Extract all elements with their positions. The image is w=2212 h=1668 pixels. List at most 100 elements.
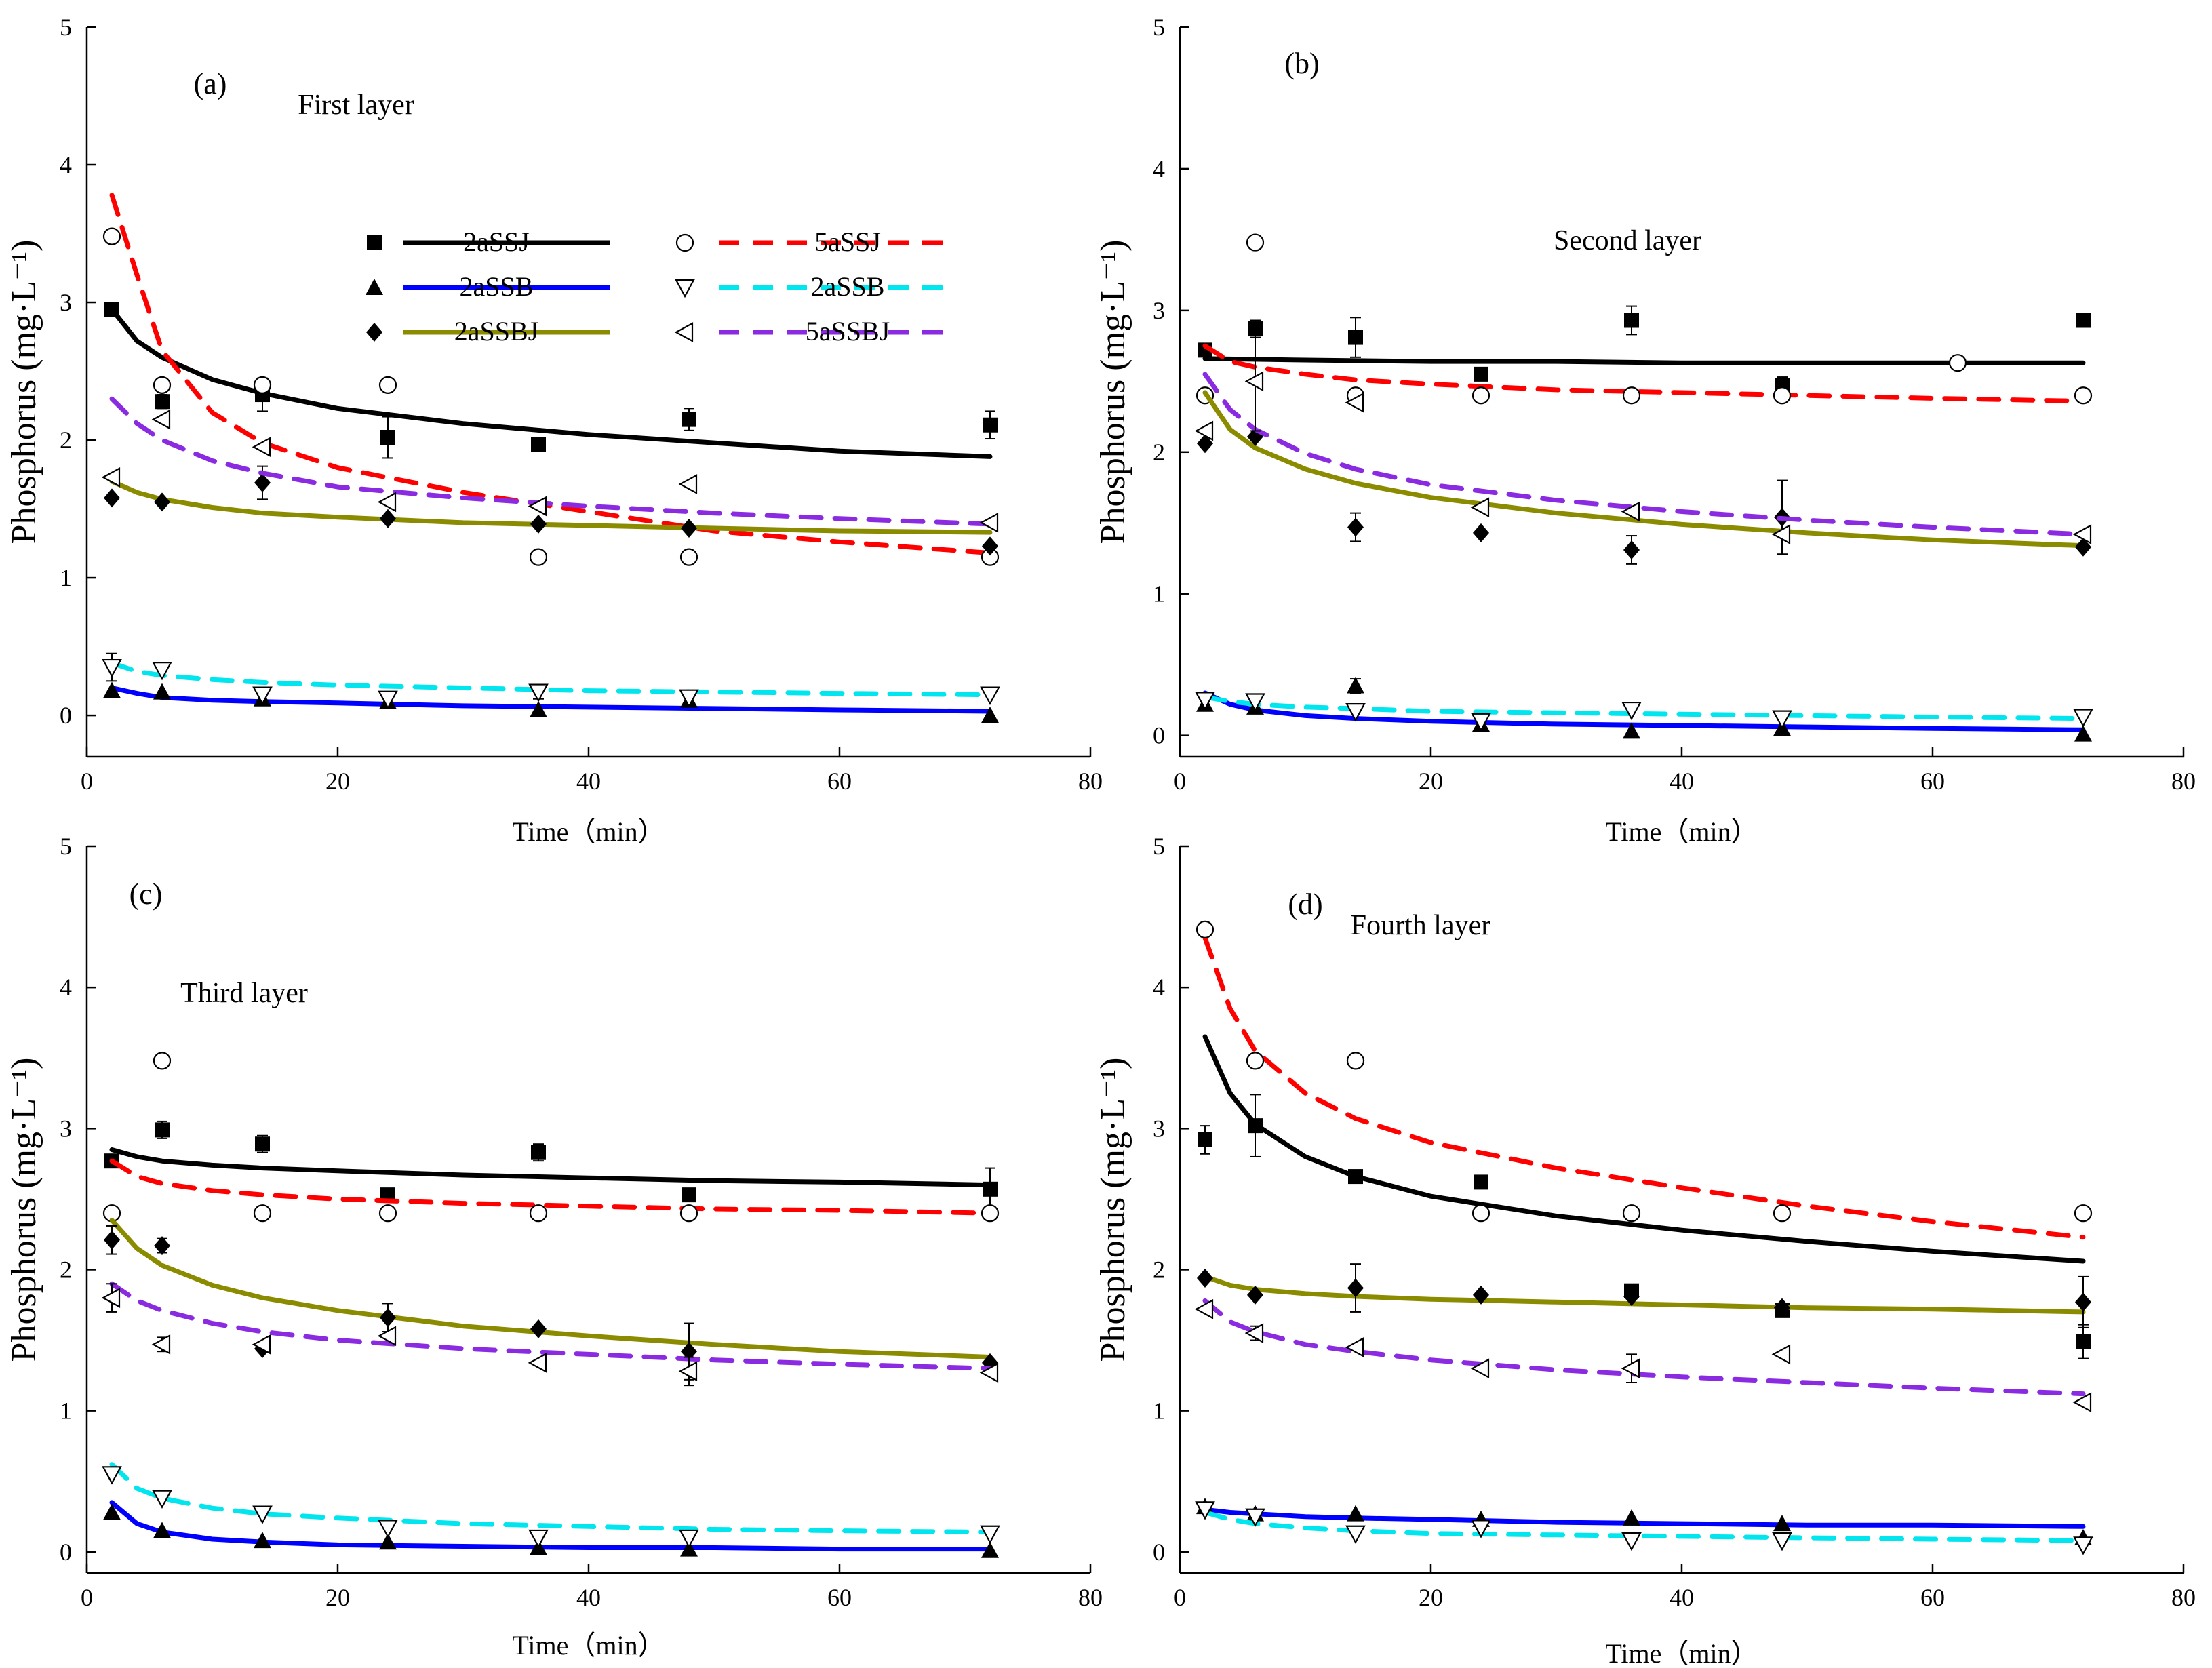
data-point	[153, 1522, 171, 1538]
data-point	[1621, 1532, 1642, 1551]
data-point	[380, 429, 395, 445]
data-point	[1248, 1118, 1263, 1134]
y-tick-label: 4	[1153, 155, 1165, 182]
data-point	[380, 509, 396, 528]
data-point	[255, 1136, 270, 1152]
x-tick-label: 60	[827, 1584, 852, 1611]
series-2assbj-5	[104, 1218, 998, 1381]
legend-marker	[367, 235, 382, 250]
data-point	[378, 690, 398, 710]
fit-line	[109, 306, 993, 459]
legend-item: 2aSSBJ	[366, 316, 610, 346]
legend-item: 2aSSB	[366, 271, 610, 302]
data-point	[102, 227, 121, 245]
legend-label: 2aSSBJ	[454, 316, 539, 346]
series-2assb-3	[103, 1500, 999, 1558]
y-tick-label: 1	[60, 1397, 72, 1425]
data-point	[681, 1342, 697, 1362]
fit-line	[1202, 1034, 2086, 1264]
data-point	[153, 1052, 172, 1070]
chart-panel-2: 0 20 40 60 80 0 1 2 3 4 5 Time（min） Phosphorus (mg·L…	[1094, 14, 2196, 847]
panel-title: Second layer	[1554, 225, 1701, 256]
data-point	[680, 1540, 698, 1557]
data-point	[1771, 1344, 1791, 1365]
data-point	[252, 1334, 271, 1355]
x-tick-label: 20	[325, 1584, 350, 1611]
data-point	[1621, 1358, 1640, 1379]
x-tick-label: 20	[1419, 1584, 1443, 1611]
legend-marker	[366, 279, 383, 295]
series-2assb-4	[1195, 1501, 2093, 1555]
data-point	[681, 518, 697, 538]
data-point	[1348, 1169, 1363, 1185]
legend-marker	[675, 233, 694, 252]
x-tick-label: 60	[827, 768, 852, 795]
data-point	[1246, 1052, 1265, 1070]
data-point	[1197, 1268, 1213, 1288]
data-point	[152, 1490, 172, 1509]
fit-line	[109, 479, 993, 535]
data-point	[979, 1362, 999, 1383]
x-tick-label: 0	[81, 768, 93, 795]
x-axis-label: Time（min）	[512, 816, 665, 847]
data-point	[101, 1288, 121, 1308]
data-point	[1948, 354, 1967, 372]
series-2assbj-5	[1197, 390, 2091, 565]
data-point	[1245, 693, 1265, 712]
data-point	[1195, 692, 1215, 711]
fit-line	[109, 193, 993, 555]
chart-panel-1: 0 20 40 60 80 0 1 2 3 4 5 Time（min） Phosphorus (mg·L…	[5, 14, 1103, 847]
legend-label: 2aSSB	[811, 271, 885, 302]
y-tick-label: 4	[60, 974, 72, 1001]
data-point	[1348, 330, 1363, 345]
y-tick-label: 2	[1153, 1256, 1165, 1283]
data-point	[2076, 1334, 2091, 1349]
series-5assbj-6	[101, 396, 999, 533]
series-5assj-2	[1196, 920, 2093, 1240]
data-point	[1347, 1278, 1364, 1298]
data-point	[252, 686, 273, 705]
data-point	[1345, 1337, 1364, 1357]
data-point	[1472, 1204, 1490, 1223]
y-tick-label: 1	[60, 564, 72, 591]
data-point	[1194, 1298, 1214, 1319]
y-tick-label: 2	[60, 426, 72, 454]
data-point	[1473, 1285, 1489, 1305]
data-point	[1623, 540, 1640, 559]
data-point	[2072, 1392, 2092, 1412]
data-point	[1246, 233, 1265, 252]
data-point	[104, 1230, 120, 1250]
fit-line	[1202, 343, 2086, 404]
data-point	[1347, 677, 1364, 694]
series-5assj-2	[102, 193, 1000, 566]
data-point	[2073, 1536, 2093, 1555]
legend: 2aSSJ 5aSSJ 2aSSB 2aSSB 2aSSBJ 5aSSBJ	[366, 226, 943, 346]
y-tick-label: 1	[1153, 1397, 1165, 1425]
data-point	[531, 437, 546, 452]
data-point	[1470, 497, 1490, 518]
x-tick-label: 60	[1920, 1584, 1945, 1611]
x-tick-label: 40	[1670, 1584, 1694, 1611]
data-point	[1471, 1520, 1491, 1538]
data-point	[254, 1532, 271, 1549]
data-point	[981, 1204, 1000, 1223]
fit-line	[1202, 690, 2086, 732]
data-point	[530, 514, 547, 534]
data-point	[1345, 392, 1364, 413]
fit-line	[109, 1462, 993, 1535]
fit-line	[109, 1281, 993, 1371]
data-point	[530, 700, 547, 717]
data-point	[1773, 386, 1792, 405]
x-axis-label: Time（min）	[1605, 816, 1758, 847]
panel-label: (c)	[130, 877, 163, 911]
data-point	[1773, 1204, 1792, 1223]
data-point	[2074, 1204, 2093, 1223]
data-point	[102, 1466, 122, 1485]
series-2assb-4	[102, 652, 1000, 710]
fit-line	[109, 1147, 993, 1188]
data-point	[378, 376, 397, 394]
data-point	[1621, 501, 1640, 522]
fit-line	[109, 1158, 993, 1216]
data-point	[153, 376, 172, 394]
data-point	[378, 1204, 397, 1223]
